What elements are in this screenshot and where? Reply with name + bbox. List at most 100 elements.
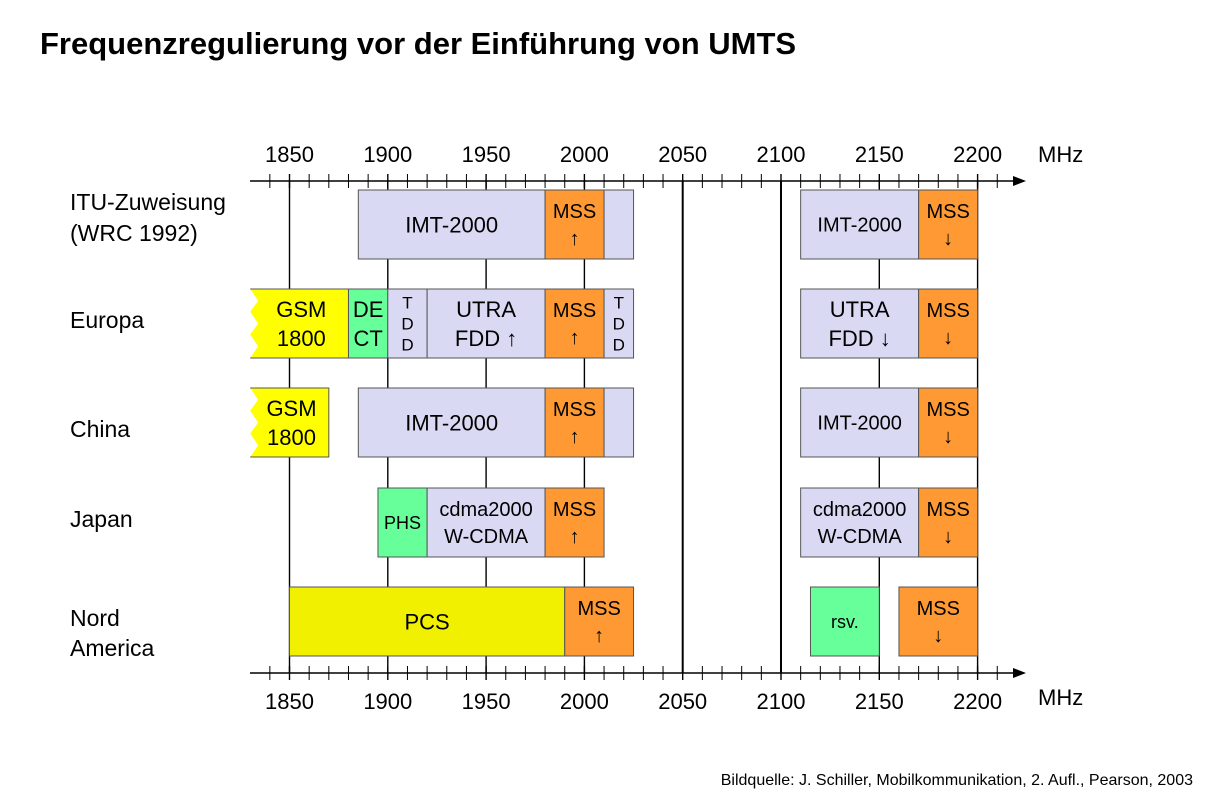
- gsm-1800-block-label: 1800: [277, 326, 326, 351]
- phs-block-label: PHS: [384, 513, 421, 533]
- axis-unit-label: MHz: [1038, 685, 1083, 710]
- utra-fdd-up-block-label: FDD ↑: [455, 326, 517, 351]
- mss-up-block-label: MSS: [553, 399, 596, 421]
- mss-up-block-label: MSS: [553, 201, 596, 223]
- imt-2000-block-label: IMT-2000: [405, 410, 498, 435]
- rsv-block-label: rsv.: [831, 612, 859, 632]
- dect-block: DE CT: [347, 288, 389, 359]
- axis-tick-label: 2100: [757, 689, 806, 714]
- cdma2000-wcdma-up-block-label: W-CDMA: [444, 526, 529, 548]
- mss-up-block: MSS ↑: [564, 586, 635, 657]
- mss-down-block-label: ↓: [943, 426, 953, 448]
- cdma2000-wcdma-up-block-shape: [426, 487, 546, 558]
- mss-up-block-label: MSS: [577, 598, 620, 620]
- imt-2000-ext-block-shape: [603, 189, 635, 260]
- page-title: Frequenzregulierung vor der Einführung v…: [40, 26, 797, 61]
- gsm-1800-block-shape: [250, 289, 349, 358]
- axis-tick-label: 2150: [855, 689, 904, 714]
- gsm-1800-block-shape: [250, 388, 329, 457]
- frequency-blocks: IMT-2000MSS↑IMT-2000MSS↓GSM1800DECTTDDUT…: [250, 189, 979, 657]
- cdma2000-wcdma-down-block-label: W-CDMA: [818, 526, 903, 548]
- mss-down-block-shape: [918, 487, 979, 558]
- cdma2000-wcdma-up-block-label: cdma2000: [439, 499, 532, 521]
- imt-2000-block: IMT-2000: [800, 387, 920, 458]
- tdd-block-label: D: [613, 336, 625, 355]
- tdd-block: TDD: [387, 288, 428, 359]
- imt-2000-block-label: IMT-2000: [817, 413, 901, 435]
- mss-up-block: MSS ↑: [544, 189, 605, 260]
- mss-down-block-label: MSS: [926, 201, 969, 223]
- utra-fdd-down-block-label: UTRA: [830, 297, 890, 322]
- mss-up-block-label: MSS: [553, 499, 596, 521]
- row-label: ITU-Zuweisung: [70, 189, 226, 215]
- dect-block-label: DE: [353, 297, 384, 322]
- mss-up-block-label: MSS: [553, 300, 596, 322]
- mss-down-block-shape: [918, 288, 979, 359]
- axis-tick-label: 1900: [363, 689, 412, 714]
- mss-up-block-shape: [544, 189, 605, 260]
- mss-up-block: MSS ↑: [544, 387, 605, 458]
- mss-up-block: MSS ↑: [544, 288, 605, 359]
- pcs-block-shape: [289, 586, 566, 657]
- image-source-credit: Bildquelle: J. Schiller, Mobilkommunikat…: [720, 772, 1193, 789]
- mss-down-block-label: ↓: [943, 228, 953, 250]
- imt-2000-block-shape: [357, 387, 546, 458]
- mss-up-block-label: ↑: [594, 625, 604, 647]
- mss-up-block: MSS ↑: [544, 487, 605, 558]
- mss-down-block: MSS ↓: [898, 586, 979, 657]
- imt-2000-block-shape: [800, 189, 920, 260]
- mss-up-block-label: ↑: [570, 228, 580, 250]
- row-label: Europa: [70, 307, 144, 333]
- mss-down-block-label: ↓: [943, 327, 953, 349]
- rsv-block-shape: [809, 586, 880, 657]
- mss-up-block-label: ↑: [570, 526, 580, 548]
- utra-fdd-up-block-shape: [426, 288, 546, 359]
- axis-tick-label: 2100: [757, 142, 806, 167]
- gsm-1800-block-label: 1800: [267, 425, 316, 450]
- imt-2000-ext-block: [603, 387, 635, 458]
- tdd-block-shape: [603, 288, 635, 359]
- mss-down-block-label: ↓: [943, 526, 953, 548]
- row-labels: ITU-Zuweisung (WRC 1992) Europa China Japan N…: [70, 189, 226, 661]
- axis-tick-label: 2000: [560, 689, 609, 714]
- tdd-block-label: T: [402, 294, 412, 313]
- imt-2000-ext-block-shape: [603, 387, 635, 458]
- phs-block: PHS: [377, 487, 428, 558]
- axis-tick-label: 2200: [953, 142, 1002, 167]
- imt-2000-block-label: IMT-2000: [817, 215, 901, 237]
- utra-fdd-down-block-label: FDD ↓: [828, 326, 890, 351]
- cdma2000-wcdma-down-block-shape: [800, 487, 920, 558]
- mss-down-block: MSS ↓: [918, 189, 979, 260]
- axis-tick-label: 2200: [953, 689, 1002, 714]
- imt-2000-block: IMT-2000: [357, 189, 546, 260]
- axis-tick-label: 2050: [658, 142, 707, 167]
- axis-tick-label: 2050: [658, 689, 707, 714]
- mss-up-block-shape: [544, 387, 605, 458]
- axis-arrow-icon: [1013, 668, 1026, 678]
- imt-2000-block-shape: [357, 189, 546, 260]
- tdd-block-label: D: [401, 336, 413, 355]
- tdd-block-label: D: [613, 315, 625, 334]
- mss-down-block-label: ↓: [933, 625, 943, 647]
- row-label: (WRC 1992): [70, 220, 198, 246]
- utra-fdd-up-block: UTRA FDD ↑: [426, 288, 546, 359]
- mss-up-block-label: ↑: [570, 327, 580, 349]
- imt-2000-block-label: IMT-2000: [405, 212, 498, 237]
- tdd-block-label: T: [614, 294, 624, 313]
- mss-down-block: MSS ↓: [918, 288, 979, 359]
- pcs-block-label: PCS: [404, 609, 449, 634]
- gsm-1800-block-label: GSM: [276, 297, 326, 322]
- imt-2000-ext-block: [603, 189, 635, 260]
- mss-up-block-shape: [564, 586, 635, 657]
- mss-down-block: MSS ↓: [918, 487, 979, 558]
- row-label: Japan: [70, 506, 133, 532]
- axis-tick-label: 2000: [560, 142, 609, 167]
- gsm-1800-block: GSM 1800: [250, 387, 330, 458]
- mss-down-block-label: MSS: [926, 300, 969, 322]
- imt-2000-block: IMT-2000: [800, 189, 920, 260]
- mss-up-block-shape: [544, 487, 605, 558]
- top-axis: 1850 1900 1950 2000 2050 2100 2150 2200 MHz: [250, 142, 1083, 188]
- axis-tick-label: 2150: [855, 142, 904, 167]
- axis-unit-label: MHz: [1038, 142, 1083, 167]
